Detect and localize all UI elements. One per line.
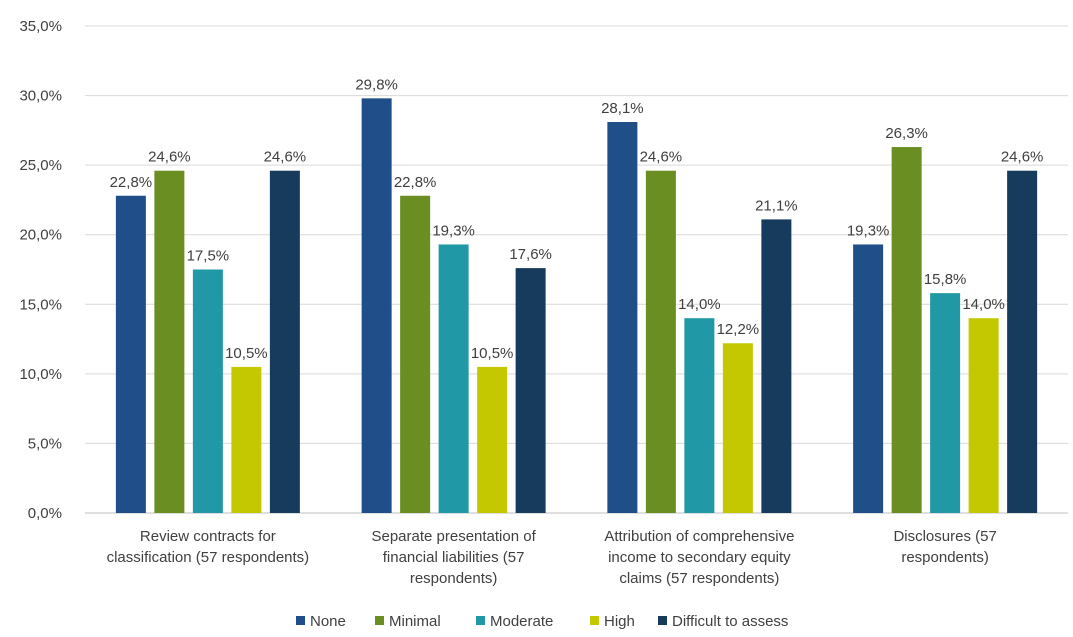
bar-minimal (154, 170, 185, 514)
legend-swatch (296, 616, 305, 625)
x-category-label: respondents) (410, 570, 498, 587)
x-category-label: claims (57 respondents) (619, 570, 779, 587)
bar-difficult-to-assess (515, 268, 546, 513)
data-label: 17,5% (187, 248, 230, 265)
y-tick-label: 0,0% (28, 505, 62, 522)
data-label: 19,3% (847, 222, 890, 239)
x-category-label: Attribution of comprehensive (604, 528, 794, 545)
data-label: 12,2% (717, 321, 760, 338)
bars (115, 98, 1038, 514)
bar-moderate (438, 244, 469, 513)
bar-difficult-to-assess (761, 219, 792, 513)
legend-label: High (604, 613, 635, 630)
legend-label: Moderate (490, 613, 553, 630)
x-category-label: income to secondary equity (608, 549, 791, 566)
bar-minimal (891, 147, 922, 513)
data-labels: 22,8% 24,6% 17,5% 10,5% 24,6% 29,8% 22,8% 19,3%… (110, 76, 1044, 362)
x-category-label: financial liabilities (57 (383, 549, 525, 566)
bar-none (115, 195, 146, 514)
bar-none (361, 98, 392, 514)
x-category-label: Disclosures (57 (893, 528, 996, 545)
y-tick-label: 20,0% (19, 227, 62, 244)
data-label: 26,3% (885, 125, 928, 142)
bar-none (607, 122, 638, 513)
legend-swatch (590, 616, 599, 625)
data-label: 22,8% (110, 174, 153, 191)
bar-moderate (930, 293, 961, 513)
bar-difficult-to-assess (1007, 170, 1038, 514)
data-label: 10,5% (471, 345, 514, 362)
legend-label: Difficult to assess (672, 613, 788, 630)
y-tick-label: 30,0% (19, 88, 62, 105)
bar-moderate (192, 269, 223, 513)
x-category-label: respondents) (901, 549, 989, 566)
y-tick-label: 5,0% (28, 435, 62, 452)
legend-swatch (375, 616, 384, 625)
bar-high (231, 366, 262, 513)
legend-label: Minimal (389, 613, 441, 630)
bar-none (853, 244, 884, 513)
legend-swatch (658, 616, 667, 625)
y-axis-ticks: 0,0% 5,0% 10,0% 15,0% 20,0% 25,0% 30,0% 35,0% (19, 18, 62, 522)
data-label: 24,6% (148, 149, 191, 166)
data-label: 24,6% (640, 149, 683, 166)
legend-swatch (476, 616, 485, 625)
data-label: 29,8% (355, 76, 398, 93)
x-category-label: classification (57 respondents) (107, 549, 310, 566)
bar-high (968, 318, 999, 513)
bar-high (722, 343, 753, 513)
x-category-label: Separate presentation of (371, 528, 536, 545)
data-label: 17,6% (509, 246, 552, 263)
legend: None Minimal Moderate High Difficult to asse… (296, 613, 788, 630)
bar-difficult-to-assess (269, 170, 300, 514)
data-label: 10,5% (225, 345, 268, 362)
x-category-label: Review contracts for (140, 528, 276, 545)
y-tick-label: 35,0% (19, 18, 62, 35)
bar-minimal (400, 195, 431, 514)
data-label: 14,0% (962, 296, 1005, 313)
bar-moderate (684, 318, 715, 513)
data-label: 28,1% (601, 100, 644, 117)
legend-label: None (310, 613, 346, 630)
data-label: 19,3% (432, 222, 475, 239)
data-label: 24,6% (1001, 149, 1044, 166)
y-tick-label: 25,0% (19, 157, 62, 174)
data-label: 21,1% (755, 197, 798, 214)
data-label: 22,8% (394, 174, 437, 191)
bar-high (477, 366, 508, 513)
data-label: 24,6% (264, 149, 307, 166)
data-label: 15,8% (924, 271, 967, 288)
data-label: 14,0% (678, 296, 721, 313)
bar-minimal (645, 170, 676, 514)
y-tick-label: 10,0% (19, 366, 62, 383)
y-tick-label: 15,0% (19, 296, 62, 313)
x-axis-categories: Review contracts for classification (57 r… (107, 528, 997, 587)
